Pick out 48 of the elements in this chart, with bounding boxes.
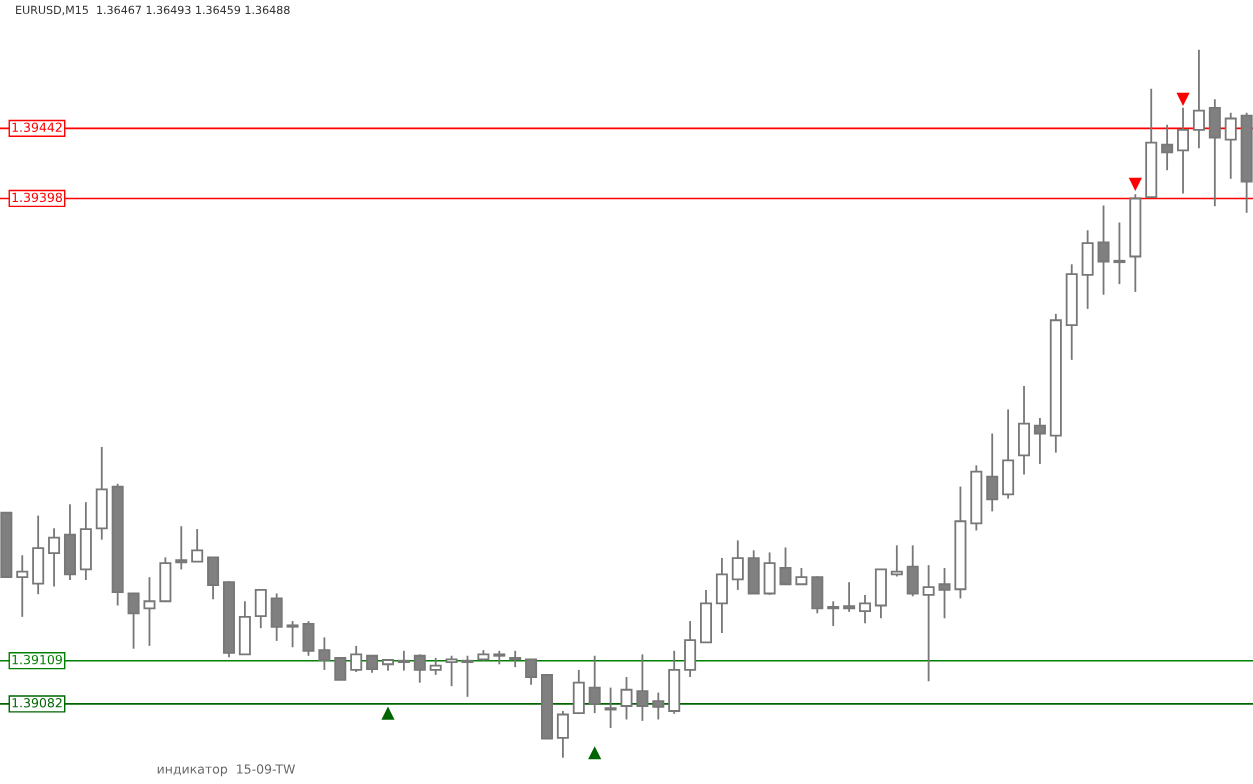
candlestick: [636, 653, 649, 722]
candlestick: [938, 567, 951, 620]
chart-title: EURUSD,M15 1.36467 1.36493 1.36459 1.36488: [16, 5, 290, 16]
candlestick: [652, 691, 665, 721]
candlestick: [286, 620, 299, 649]
candlestick: [827, 600, 840, 627]
candlestick: [461, 654, 474, 698]
candlestick: [397, 649, 410, 672]
candlestick: [318, 636, 331, 671]
candlestick: [127, 592, 140, 650]
candlestick: [843, 581, 856, 613]
candlestick: [48, 527, 61, 588]
candlestick: [620, 676, 633, 721]
candlestick: [1033, 417, 1046, 465]
candlestick: [1161, 123, 1174, 172]
candlestick: [175, 525, 188, 571]
point: [588, 746, 602, 760]
candlestick: [525, 658, 538, 686]
candlestick: [604, 686, 617, 729]
point: [381, 706, 395, 720]
candlestick: [350, 644, 363, 673]
point: [1176, 92, 1190, 106]
candlestick: [922, 564, 935, 683]
candlestick: [1224, 111, 1237, 180]
candlestick: [509, 649, 522, 668]
candlestick: [890, 544, 903, 578]
candlestick: [731, 539, 744, 591]
point: [1128, 177, 1142, 191]
candlestick: [16, 554, 29, 618]
candlestick: [143, 576, 156, 647]
candlestick: [986, 432, 999, 513]
candlestick: [445, 654, 458, 688]
candlestick: [779, 546, 792, 586]
candlestick: [859, 593, 872, 625]
text: индикатор 15-09-TW: [157, 764, 295, 777]
candlestick: [1097, 204, 1110, 296]
annotation: 1.39442: [12, 122, 62, 133]
candlestick: [556, 710, 569, 759]
candlestick: [1192, 48, 1205, 150]
candlestick: [1177, 106, 1190, 195]
candlestick: [334, 656, 347, 681]
candlestick: [588, 654, 601, 715]
candlestick: [191, 528, 204, 563]
annotation: 1.39398: [12, 192, 62, 203]
candlestick: [1113, 221, 1126, 286]
candlestick: [413, 653, 426, 684]
annotation: 1.39109: [12, 654, 62, 665]
annotation: 1.39082: [12, 698, 62, 708]
